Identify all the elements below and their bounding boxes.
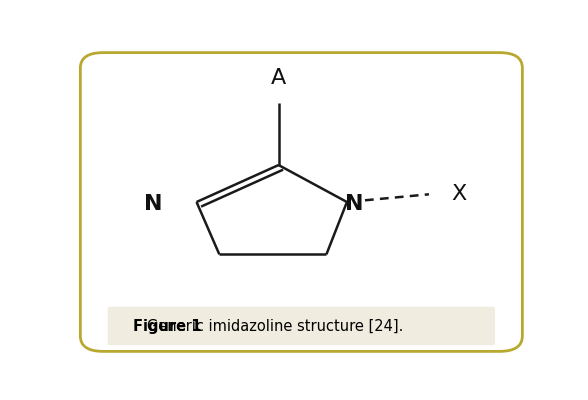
Text: Generic imidazoline structure [24].: Generic imidazoline structure [24]. <box>133 319 403 334</box>
Text: X: X <box>452 184 467 204</box>
Text: N: N <box>144 194 162 214</box>
Text: A: A <box>271 68 286 88</box>
FancyBboxPatch shape <box>81 53 522 351</box>
FancyBboxPatch shape <box>108 307 495 345</box>
Text: Figure 1: Figure 1 <box>133 319 201 334</box>
Text: N: N <box>345 194 363 214</box>
